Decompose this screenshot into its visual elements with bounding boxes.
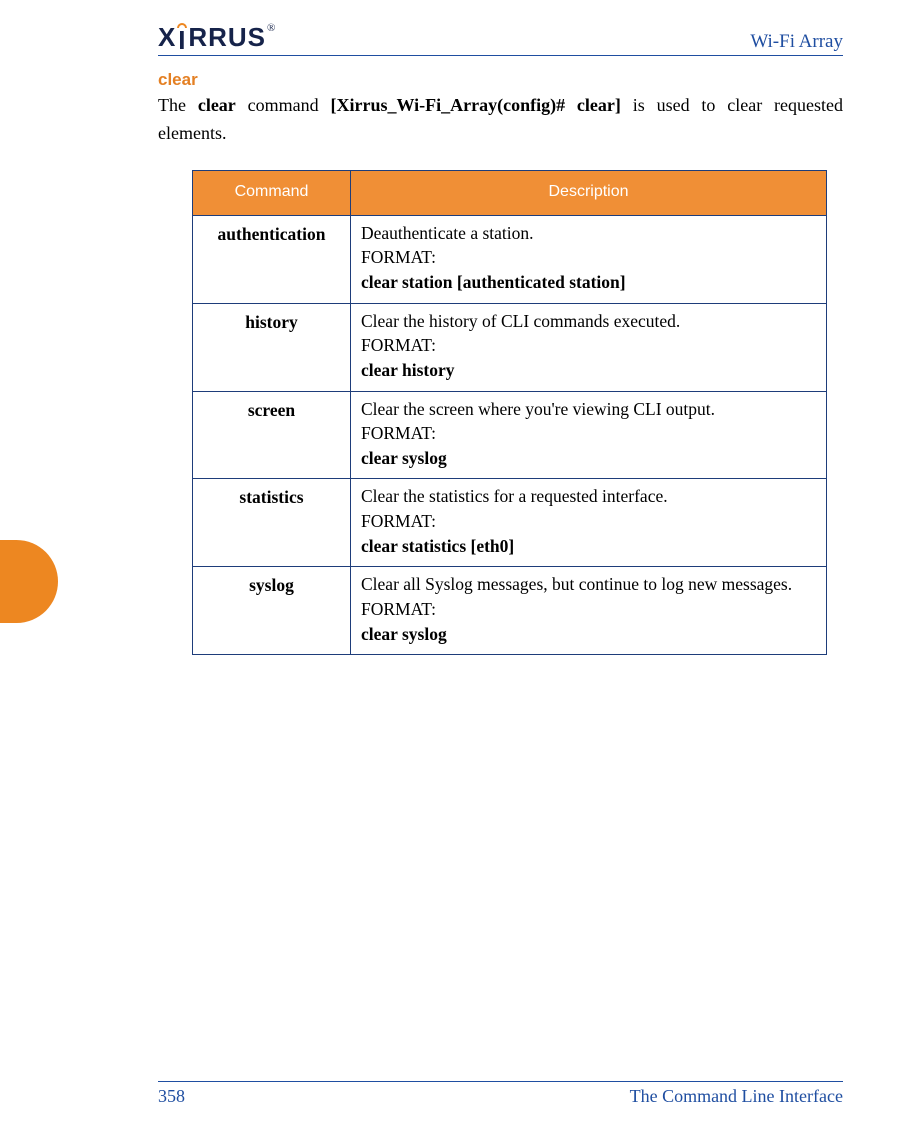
table-row: screen Clear the screen where you're vie… xyxy=(193,391,827,479)
cell-description: Deauthenticate a station. FORMAT: clear … xyxy=(351,215,827,303)
intro-text: The xyxy=(158,95,198,115)
page-header: XIRRUS ® Wi-Fi Array xyxy=(50,22,851,55)
intro-bold-cmd: clear xyxy=(198,95,236,115)
brand-logo: XIRRUS ® xyxy=(158,22,275,53)
format-code: clear statistics [eth0] xyxy=(361,535,816,559)
format-code: clear syslog xyxy=(361,623,816,647)
format-label: FORMAT: xyxy=(361,334,816,358)
table-row: authentication Deauthenticate a station.… xyxy=(193,215,827,303)
table-header-row: Command Description xyxy=(193,170,827,215)
command-table: Command Description authentication Deaut… xyxy=(192,170,827,655)
format-label: FORMAT: xyxy=(361,246,816,270)
cell-command: statistics xyxy=(193,479,351,567)
page: XIRRUS ® Wi-Fi Array clear The clear com… xyxy=(0,0,901,1133)
table-row: statistics Clear the statistics for a re… xyxy=(193,479,827,567)
table-row: history Clear the history of CLI command… xyxy=(193,303,827,391)
content: clear The clear command [Xirrus_Wi-Fi_Ar… xyxy=(50,56,851,655)
desc-text: Deauthenticate a station. xyxy=(361,222,816,246)
format-code: clear station [authenticated station] xyxy=(361,271,816,295)
footer-section-title: The Command Line Interface xyxy=(630,1086,843,1107)
format-label: FORMAT: xyxy=(361,422,816,446)
desc-text: Clear the statistics for a requested int… xyxy=(361,485,816,509)
intro-paragraph: The clear command [Xirrus_Wi-Fi_Array(co… xyxy=(158,92,843,148)
registered-icon: ® xyxy=(267,22,275,34)
cell-description: Clear the statistics for a requested int… xyxy=(351,479,827,567)
cell-command: screen xyxy=(193,391,351,479)
table-row: syslog Clear all Syslog messages, but co… xyxy=(193,567,827,655)
footer-row: 358 The Command Line Interface xyxy=(50,1086,851,1107)
cell-command: syslog xyxy=(193,567,351,655)
desc-text: Clear the screen where you're viewing CL… xyxy=(361,398,816,422)
cell-description: Clear the history of CLI commands execut… xyxy=(351,303,827,391)
format-code: clear history xyxy=(361,359,816,383)
page-footer: 358 The Command Line Interface xyxy=(50,1081,851,1107)
page-number: 358 xyxy=(158,1086,185,1107)
format-label: FORMAT: xyxy=(361,510,816,534)
format-label: FORMAT: xyxy=(361,598,816,622)
col-header-description: Description xyxy=(351,170,827,215)
cell-command: history xyxy=(193,303,351,391)
desc-text: Clear all Syslog messages, but continue … xyxy=(361,573,816,597)
cell-command: authentication xyxy=(193,215,351,303)
header-title: Wi-Fi Array xyxy=(750,31,843,53)
brand-logo-text: XIRRUS xyxy=(158,22,266,53)
col-header-command: Command xyxy=(193,170,351,215)
section-title: clear xyxy=(158,70,843,90)
intro-text: command xyxy=(236,95,331,115)
footer-rule xyxy=(158,1081,843,1082)
cell-description: Clear all Syslog messages, but continue … xyxy=(351,567,827,655)
cell-description: Clear the screen where you're viewing CL… xyxy=(351,391,827,479)
format-code: clear syslog xyxy=(361,447,816,471)
intro-bold-prompt: [Xirrus_Wi-Fi_Array(config)# clear] xyxy=(330,95,620,115)
desc-text: Clear the history of CLI commands execut… xyxy=(361,310,816,334)
